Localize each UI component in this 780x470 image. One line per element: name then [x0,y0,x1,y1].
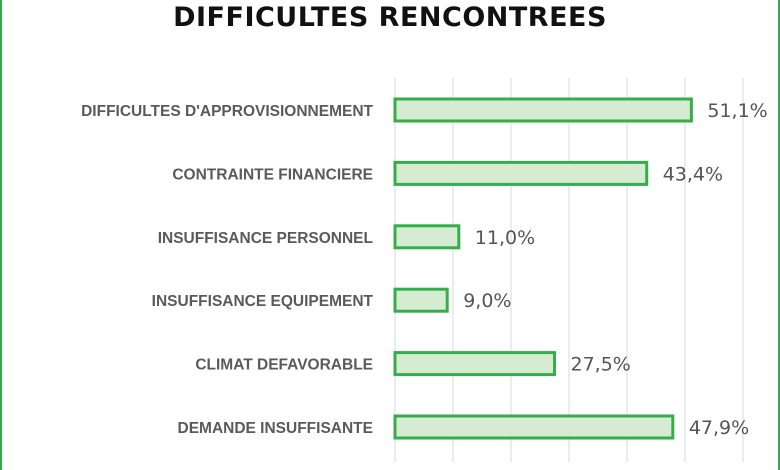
value-label: 43,4% [663,163,723,185]
bar [393,351,556,377]
category-label: CLIMAT DEFAVORABLE [195,357,373,374]
category-label: INSUFFISANCE PERSONNEL [158,230,373,247]
bar [393,160,649,186]
category-label: INSUFFISANCE EQUIPEMENT [152,293,374,310]
gridlines [394,78,744,462]
bar [393,224,461,250]
bar [393,97,693,123]
value-label: 9,0% [463,290,511,312]
bar [393,414,675,440]
value-label: 11,0% [475,227,535,249]
category-label: DIFFICULTES D'APPROVISIONNEMENT [81,103,373,120]
value-label: 47,9% [689,417,749,439]
bar [393,287,449,313]
category-labels: DIFFICULTES D'APPROVISIONNEMENT CONTRAINT… [81,103,373,437]
value-labels: 51,1% 43,4% 11,0% 9,0% 27,5% 47,9% [463,100,768,439]
value-label: 51,1% [707,100,767,122]
bars [393,97,693,440]
chart-title: DIFFICULTES RENCONTREES [173,2,607,33]
category-label: CONTRAINTE FINANCIERE [172,166,373,183]
value-label: 27,5% [571,354,631,376]
category-label: DEMANDE INSUFFISANTE [178,420,373,437]
